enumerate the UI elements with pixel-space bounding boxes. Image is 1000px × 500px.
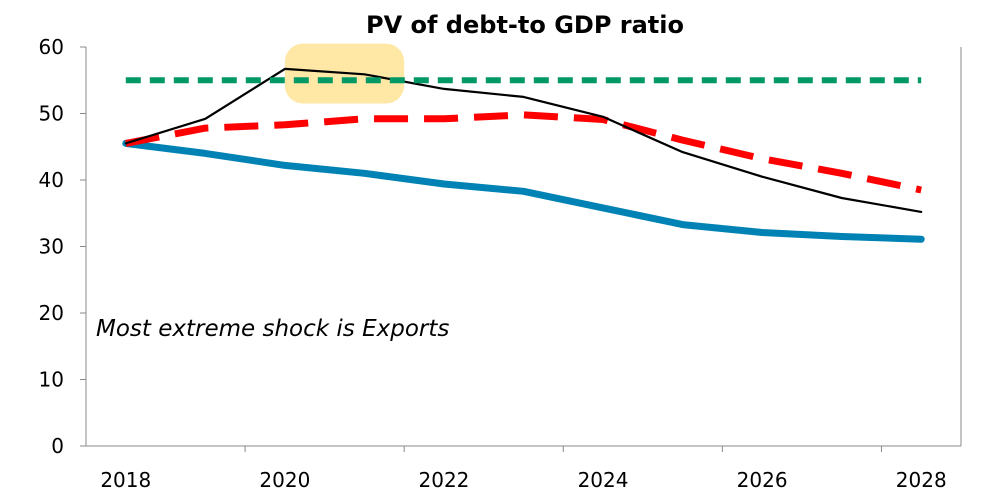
- y-tick-label: 40: [39, 168, 64, 192]
- chart-annotation: Most extreme shock is Exports: [96, 316, 449, 342]
- y-tick-label: 20: [39, 301, 64, 325]
- y-tick-label: 60: [39, 35, 64, 59]
- chart-title: PV of debt-to GDP ratio: [366, 11, 684, 39]
- series-line-1: [122, 139, 925, 243]
- y-tick-label: 30: [39, 235, 64, 259]
- x-tick-label: 2024: [578, 468, 629, 492]
- series-layer: [122, 67, 925, 243]
- series-line-2: [125, 111, 922, 194]
- x-tick-label: 2028: [896, 468, 947, 492]
- y-tick-label: 0: [51, 434, 64, 458]
- x-tick-label: 2018: [100, 468, 151, 492]
- y-tick-label: 50: [39, 102, 64, 126]
- x-tick-label: 2026: [737, 468, 788, 492]
- x-tick-label: 2020: [259, 468, 310, 492]
- axes-layer: 0 10 20 30 40 50 60 2018 2020 2022 2024 2026 2028: [39, 35, 962, 492]
- y-tick-label: 10: [39, 368, 64, 392]
- x-tick-label: 2022: [419, 468, 470, 492]
- series-line-3: [124, 67, 923, 213]
